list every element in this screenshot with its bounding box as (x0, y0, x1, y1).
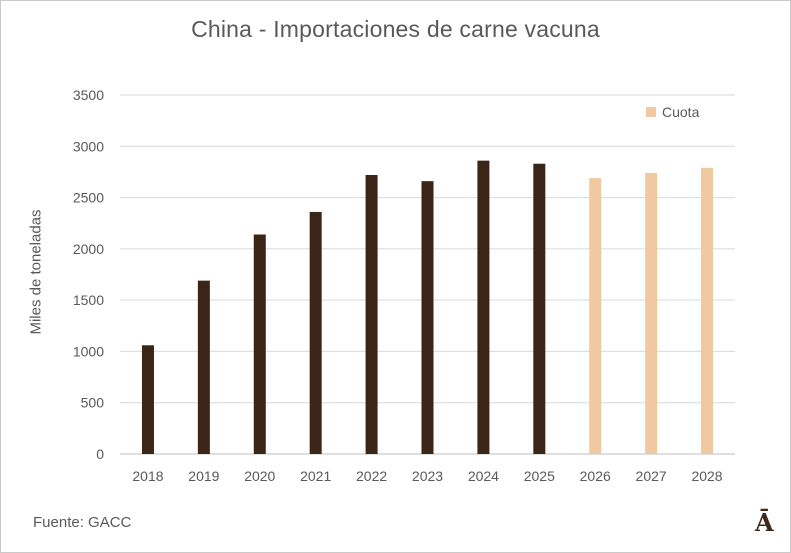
y-tick-label: 2500 (73, 190, 104, 206)
y-tick-label: 500 (81, 395, 105, 411)
x-tick-label: 2026 (580, 468, 611, 484)
x-tick-label: 2028 (691, 468, 722, 484)
y-tick-label: 1000 (73, 343, 104, 359)
x-tick-label: 2027 (636, 468, 667, 484)
bar-2024 (477, 160, 490, 454)
source-note: Fuente: GACC (33, 514, 132, 531)
y-tick-label: 0 (96, 446, 104, 462)
bar-2028 (701, 167, 714, 454)
legend: Cuota (646, 104, 699, 120)
x-tick-label: 2018 (132, 468, 163, 484)
y-tick-label: 3000 (73, 138, 104, 154)
bar-2027 (645, 172, 658, 454)
bar-2026 (589, 178, 602, 454)
bar-2019 (197, 280, 210, 454)
legend-label-cuota: Cuota (662, 104, 700, 120)
x-tick-label: 2021 (300, 468, 331, 484)
chart-title: China - Importaciones de carne vacuna (191, 16, 600, 42)
bar-2023 (421, 181, 434, 454)
x-tick-label: 2024 (468, 468, 499, 484)
bar-2025 (533, 163, 546, 455)
y-tick-label: 2000 (73, 241, 104, 257)
x-tick-label: 2020 (244, 468, 275, 484)
bar-2018 (141, 345, 154, 454)
x-tick-label: 2023 (412, 468, 443, 484)
bar-2022 (365, 175, 378, 454)
y-tick-label: 1500 (73, 292, 104, 308)
brand-logo: Ā (755, 508, 774, 537)
x-tick-label: 2019 (188, 468, 219, 484)
x-tick-label: 2022 (356, 468, 387, 484)
bar-2021 (309, 211, 322, 454)
x-tick-label: 2025 (524, 468, 555, 484)
y-tick-label: 3500 (73, 87, 104, 103)
legend-swatch-cuota (646, 107, 656, 117)
bar-2020 (253, 234, 266, 454)
